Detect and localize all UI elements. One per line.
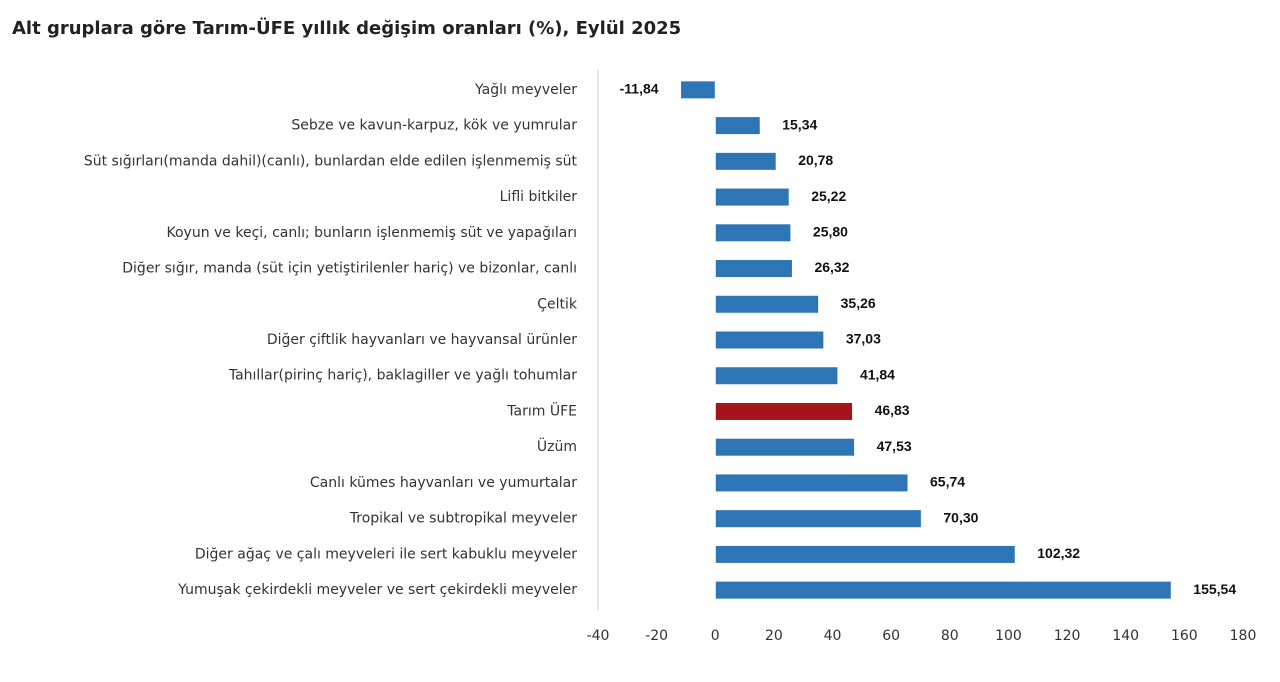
value-label: 102,32 — [1037, 545, 1080, 561]
y-tick-label: Yumuşak çekirdekli meyveler ve sert çeki… — [177, 582, 577, 598]
y-tick-label: Tahıllar(pirinç hariç), baklagiller ve y… — [228, 368, 577, 384]
x-tick-label: 0 — [711, 628, 720, 644]
x-tick-label: 80 — [941, 628, 959, 644]
x-tick-label: 160 — [1171, 628, 1198, 644]
y-tick-label: Üzüm — [537, 437, 577, 455]
value-label: 25,80 — [813, 224, 848, 240]
value-label: 41,84 — [860, 366, 895, 382]
value-label: 47,53 — [877, 438, 912, 454]
bar — [714, 437, 856, 457]
bar — [714, 580, 1172, 600]
bar — [680, 80, 716, 100]
y-tick-label: Lifli bitkiler — [500, 189, 578, 205]
y-tick-label: Canlı kümes hayvanları ve yumurtalar — [310, 475, 577, 491]
bar — [714, 187, 790, 207]
bar — [714, 151, 777, 171]
x-tick-label: 60 — [882, 628, 900, 644]
value-label: 25,22 — [811, 188, 846, 204]
bar — [714, 401, 854, 421]
x-tick-label: 120 — [1054, 628, 1081, 644]
x-tick-label: 40 — [824, 628, 842, 644]
value-label: 20,78 — [798, 152, 833, 168]
value-label: 35,26 — [841, 295, 876, 311]
bar — [714, 116, 761, 136]
x-tick-label: 20 — [765, 628, 783, 644]
value-label: 37,03 — [846, 331, 881, 347]
y-tick-label: Süt sığırları(manda dahil)(canlı), bunla… — [84, 153, 578, 169]
x-tick-label: 180 — [1230, 628, 1257, 644]
x-tick-label: 100 — [995, 628, 1022, 644]
bar — [714, 509, 922, 529]
bar — [714, 366, 839, 386]
bar — [714, 544, 1016, 564]
x-tick-label: 140 — [1112, 628, 1139, 644]
value-label: 65,74 — [930, 474, 965, 490]
x-tick-label: -20 — [645, 628, 668, 644]
chart-title: Alt gruplara göre Tarım-ÜFE yıllık değiş… — [12, 17, 681, 39]
x-tick-label: -40 — [587, 628, 610, 644]
y-tick-label: Tarım ÜFE — [506, 401, 577, 419]
y-tick-label: Sebze ve kavun-karpuz, kök ve yumrular — [291, 118, 577, 134]
y-tick-label: Yağlı meyveler — [474, 82, 577, 98]
value-label: 15,34 — [782, 116, 817, 132]
bar — [714, 223, 792, 243]
value-label: -11,84 — [620, 81, 659, 97]
y-tick-label: Çeltik — [537, 296, 578, 312]
y-tick-label: Koyun ve keçi, canlı; bunların işlenmemi… — [166, 225, 577, 241]
value-label: 46,83 — [875, 402, 910, 418]
bar — [714, 330, 825, 350]
bar — [714, 259, 793, 279]
y-tick-label: Diğer ağaç ve çalı meyveleri ile sert ka… — [195, 546, 577, 562]
y-tick-label: Tropikal ve subtropikal meyveler — [349, 511, 577, 527]
value-label: 26,32 — [814, 259, 849, 275]
value-label: 70,30 — [943, 509, 978, 525]
y-tick-label: Diğer sığır, manda (süt için yetiştirile… — [122, 261, 577, 277]
value-label: 155,54 — [1193, 581, 1236, 597]
bar — [714, 294, 820, 314]
y-tick-label: Diğer çiftlik hayvanları ve hayvansal ür… — [267, 332, 577, 348]
bar — [714, 473, 909, 493]
